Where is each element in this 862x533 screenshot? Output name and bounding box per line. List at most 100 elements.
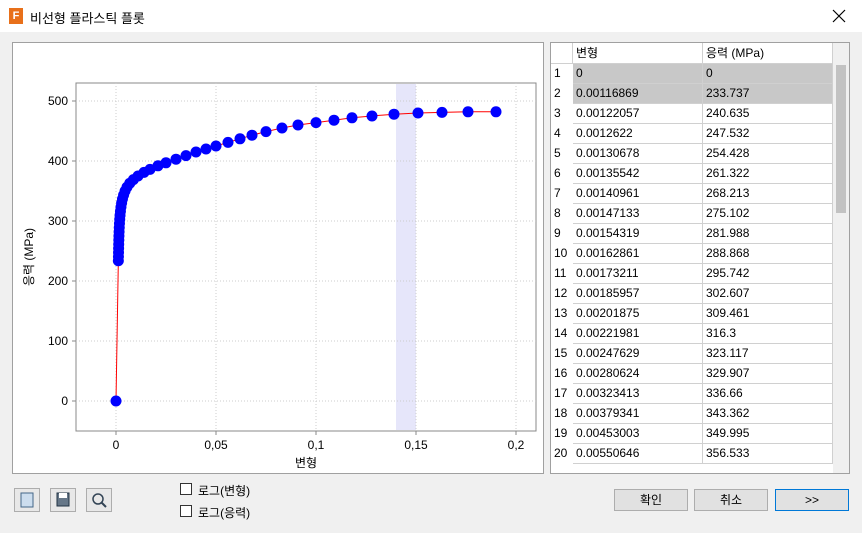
table-cell: 0.00550646 bbox=[573, 444, 703, 464]
data-point bbox=[210, 140, 222, 152]
checkbox[interactable] bbox=[180, 505, 192, 517]
table-cell: 268.213 bbox=[703, 184, 833, 204]
row-number: 6 bbox=[554, 166, 561, 180]
table-cell: 0.00173211 bbox=[573, 264, 703, 284]
data-point bbox=[180, 150, 192, 162]
table-cell: 309.461 bbox=[703, 304, 833, 324]
table-cell: 0.00147133 bbox=[573, 204, 703, 224]
cancel-button[interactable]: 취소 bbox=[694, 489, 768, 511]
table-cell: 316.3 bbox=[703, 324, 833, 344]
scrollbar-thumb[interactable] bbox=[836, 65, 846, 213]
table-cell: 233.737 bbox=[703, 84, 833, 104]
row-number: 14 bbox=[554, 326, 568, 340]
table-cell: 0.00116869 bbox=[573, 84, 703, 104]
table-cell: 0.00122057 bbox=[573, 104, 703, 124]
x-tick-label: 0,05 bbox=[204, 438, 228, 452]
table-cell: 0.00247629 bbox=[573, 344, 703, 364]
row-number: 7 bbox=[554, 186, 561, 200]
row-number: 2 bbox=[554, 86, 561, 100]
column-header: 변형 bbox=[573, 43, 703, 64]
data-point bbox=[328, 114, 340, 126]
table-cell: 0.0012622 bbox=[573, 124, 703, 144]
data-point bbox=[260, 126, 272, 138]
data-table: 변형 응력 (MPa) 1 0 0 2 0.00116869 233.737 3 0.001220… bbox=[550, 42, 850, 474]
data-point bbox=[200, 143, 212, 155]
title-bar: F 비선형 플라스틱 플롯 bbox=[0, 0, 862, 32]
data-point bbox=[412, 107, 424, 119]
y-tick-label: 300 bbox=[48, 214, 68, 228]
x-axis-label: 변형 bbox=[295, 456, 317, 470]
table-cell: 356.533 bbox=[703, 444, 833, 464]
data-point bbox=[310, 117, 322, 129]
table-cell: 295.742 bbox=[703, 264, 833, 284]
close-button[interactable] bbox=[832, 9, 846, 23]
row-number: 17 bbox=[554, 386, 568, 400]
x-tick-label: 0,1 bbox=[308, 438, 325, 452]
table-cell: 247.532 bbox=[703, 124, 833, 144]
save-button[interactable] bbox=[50, 488, 76, 512]
row-number: 1 bbox=[554, 66, 561, 80]
data-point bbox=[346, 112, 358, 124]
chart: 0 0,05 0,1 0,15 0,2 0 100 200 300 400 500 변형 응력 (MPa… bbox=[22, 82, 537, 470]
data-point bbox=[292, 119, 304, 131]
zoom-button[interactable] bbox=[86, 488, 112, 512]
next-button[interactable]: >> bbox=[775, 489, 849, 511]
table-cell: 0.00323413 bbox=[573, 384, 703, 404]
y-tick-label: 100 bbox=[48, 334, 68, 348]
row-number: 3 bbox=[554, 106, 561, 120]
table-cell: 0.00185957 bbox=[573, 284, 703, 304]
data-point bbox=[436, 106, 448, 118]
table-cell: 0.00379341 bbox=[573, 404, 703, 424]
row-number: 9 bbox=[554, 226, 561, 240]
plot-area bbox=[75, 82, 537, 432]
checkbox-label: 로그(응력) bbox=[198, 506, 251, 520]
data-point bbox=[234, 133, 246, 145]
checkbox[interactable] bbox=[180, 483, 192, 495]
y-tick-label: 0 bbox=[61, 394, 68, 408]
scrollbar[interactable] bbox=[833, 43, 849, 473]
table-cell: 0.00221981 bbox=[573, 324, 703, 344]
table-cell: 343.362 bbox=[703, 404, 833, 424]
table-cell: 0.00453003 bbox=[573, 424, 703, 444]
data-point bbox=[110, 395, 122, 407]
table-cell: 0 bbox=[703, 64, 833, 84]
table-cell: 0.00201875 bbox=[573, 304, 703, 324]
window-title: 비선형 플라스틱 플롯 bbox=[30, 11, 145, 26]
table-cell: 240.635 bbox=[703, 104, 833, 124]
x-tick-label: 0 bbox=[113, 438, 120, 452]
row-number: 8 bbox=[554, 206, 561, 220]
row-number: 15 bbox=[554, 346, 568, 360]
row-number: 20 bbox=[554, 446, 568, 460]
row-number: 18 bbox=[554, 406, 568, 420]
data-point bbox=[160, 157, 172, 169]
row-number: 16 bbox=[554, 366, 568, 380]
ok-button[interactable]: 확인 bbox=[614, 489, 688, 511]
table-cell: 0.00135542 bbox=[573, 164, 703, 184]
table-cell: 0.00280624 bbox=[573, 364, 703, 384]
row-number: 13 bbox=[554, 306, 568, 320]
row-number: 4 bbox=[554, 126, 561, 140]
table-cell: 0.00140961 bbox=[573, 184, 703, 204]
y-tick-label: 400 bbox=[48, 154, 68, 168]
table-cell: 323.117 bbox=[703, 344, 833, 364]
y-tick-label: 200 bbox=[48, 274, 68, 288]
table-cell: 302.607 bbox=[703, 284, 833, 304]
data-point bbox=[190, 146, 202, 158]
row-number: 12 bbox=[554, 286, 568, 300]
row-number: 5 bbox=[554, 146, 561, 160]
row-number: 10 bbox=[554, 246, 568, 260]
data-point bbox=[170, 153, 182, 165]
table-cell: 0 bbox=[573, 64, 703, 84]
row-number: 11 bbox=[554, 266, 567, 280]
data-point bbox=[490, 106, 502, 118]
data-point bbox=[222, 136, 234, 148]
app-icon: F bbox=[9, 8, 23, 24]
table-cell: 336.66 bbox=[703, 384, 833, 404]
header-corner bbox=[551, 43, 573, 64]
data-point bbox=[366, 110, 378, 122]
export-button[interactable] bbox=[14, 488, 40, 512]
table-cell: 261.322 bbox=[703, 164, 833, 184]
data-point bbox=[246, 129, 258, 141]
x-tick-label: 0,2 bbox=[508, 438, 525, 452]
